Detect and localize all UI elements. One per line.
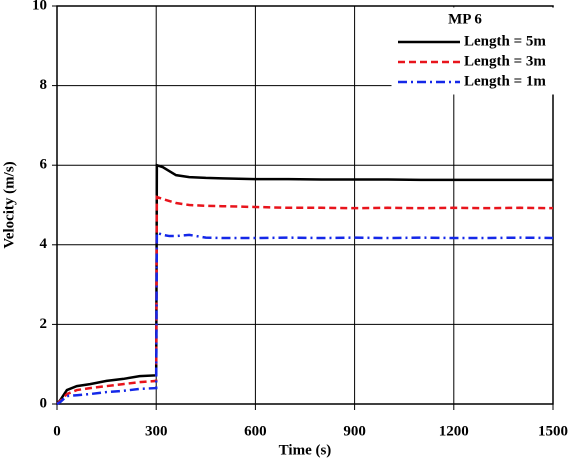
legend-label: Length = 3m xyxy=(464,53,546,69)
x-tick-label: 900 xyxy=(343,423,366,439)
y-tick-label: 0 xyxy=(40,395,48,411)
legend-box xyxy=(391,7,555,95)
y-tick-label: 6 xyxy=(40,157,48,173)
plot-frame xyxy=(56,5,554,405)
y-axis-label: Velocity (m/s) xyxy=(1,161,17,248)
x-tick-label: 300 xyxy=(145,423,168,439)
x-tick-label: 600 xyxy=(244,423,267,439)
y-tick-label: 10 xyxy=(32,0,47,13)
legend-label: Length = 5m xyxy=(464,33,546,49)
y-tick-label: 8 xyxy=(40,77,48,93)
legend-title: MP 6 xyxy=(448,11,482,27)
y-tick-label: 2 xyxy=(40,316,48,332)
x-tick-label: 1200 xyxy=(439,423,469,439)
series-line xyxy=(56,195,554,405)
x-tick-label: 0 xyxy=(53,423,61,439)
series-line xyxy=(56,231,554,406)
legend-label: Length = 1m xyxy=(464,73,546,89)
x-axis-label: Time (s) xyxy=(279,442,332,458)
series-line xyxy=(56,163,553,405)
y-tick-label: 4 xyxy=(40,236,48,252)
x-tick-label: 1500 xyxy=(538,423,568,439)
